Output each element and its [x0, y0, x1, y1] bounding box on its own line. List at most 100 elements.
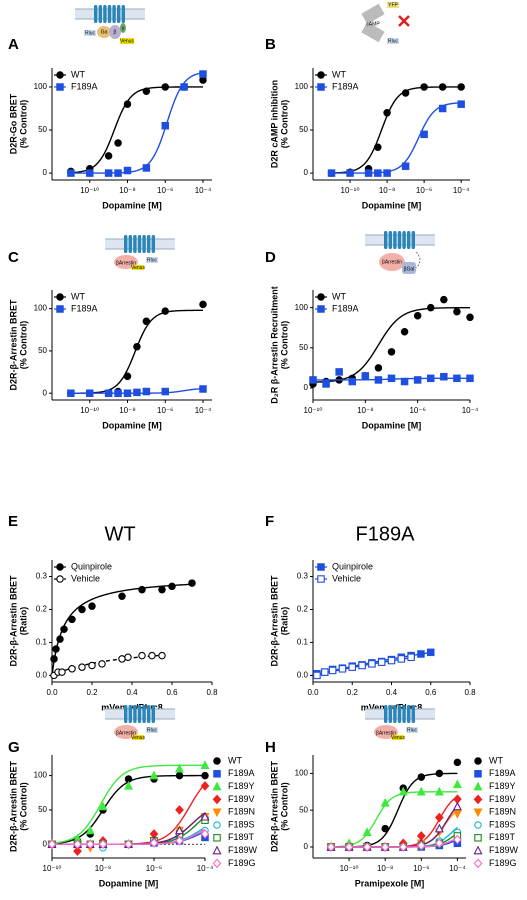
legend-entry: F189S [474, 819, 516, 829]
marker [453, 307, 461, 316]
x-tick-label: 10⁻⁶ [409, 406, 425, 415]
rluc [146, 727, 158, 733]
x-tick-label: 10⁻⁴ [197, 864, 214, 873]
helix [151, 235, 155, 253]
helix [402, 231, 406, 249]
marker [123, 372, 132, 381]
x-tick-label: 0.0 [46, 688, 58, 697]
marker [401, 162, 410, 170]
legend-marker [212, 808, 222, 818]
marker [398, 842, 408, 852]
icon-label: βArrestin [116, 260, 136, 266]
legend-entry: F189A [54, 303, 98, 313]
marker [374, 169, 382, 177]
x-tick-label: 0.2 [347, 688, 359, 697]
legend-marker [56, 293, 64, 301]
marker [142, 387, 151, 396]
x-tick-label: 10⁻⁶ [413, 864, 429, 873]
panel-label: C [8, 249, 19, 266]
arrow [415, 251, 421, 269]
legend-entry: F189G [473, 858, 517, 869]
legend-entry: Vehicle [315, 573, 361, 583]
legend-marker [212, 858, 222, 869]
y-tick-label: 100 [34, 82, 48, 91]
y-tick-label: 0.1 [297, 638, 309, 647]
venus [132, 265, 144, 270]
marker [383, 109, 391, 117]
legend-entry: Quinpirole [315, 561, 373, 571]
sensor-part [361, 3, 385, 25]
marker [114, 389, 122, 397]
marker [123, 166, 132, 175]
icon-label: cAMP [366, 21, 380, 27]
icon-label: Venus [131, 265, 145, 271]
y-tick-label: 0 [43, 168, 48, 177]
marker [88, 661, 96, 670]
x-tick-label: 10⁻¹⁰ [340, 864, 359, 873]
x-axis-label: Dopamine [M] [102, 420, 162, 430]
y-tick-label: 100 [295, 82, 309, 91]
helix [137, 235, 142, 253]
legend-label: F189A [332, 303, 359, 313]
legend-marker [213, 770, 221, 778]
marker [58, 668, 66, 676]
marker [452, 801, 462, 811]
marker [199, 70, 207, 78]
legend-entry: F189A [213, 768, 255, 778]
marker [387, 656, 396, 665]
legend-label: F189W [228, 845, 258, 855]
fit-curve [70, 86, 203, 174]
x-tick-label: 0.6 [166, 688, 178, 697]
y-tick-label: 0.1 [36, 638, 48, 647]
x-tick-label: 10⁻¹⁰ [80, 406, 99, 415]
legend-marker [317, 305, 325, 313]
marker [175, 771, 184, 780]
legend-marker [213, 757, 221, 765]
marker [200, 781, 210, 791]
marker [175, 805, 184, 815]
marker [326, 842, 336, 852]
marker [200, 829, 210, 839]
marker [142, 164, 151, 172]
x-tick-label: 10⁻¹⁰ [43, 864, 62, 873]
marker [68, 665, 76, 673]
marker [52, 645, 60, 653]
marker [78, 663, 86, 671]
marker [426, 303, 435, 312]
marker [381, 824, 389, 833]
icon-label: Venus [391, 735, 405, 741]
marker [85, 839, 95, 850]
y-axis-label: D₂R β-Arrestin Recruitment [269, 286, 279, 404]
helix [407, 705, 411, 723]
legend-entry: WT [213, 755, 242, 765]
marker [60, 625, 68, 633]
helix [402, 705, 406, 723]
marker [362, 827, 372, 837]
marker [175, 836, 184, 846]
helix [94, 5, 98, 23]
marker [383, 169, 391, 177]
marker [309, 376, 317, 384]
marker [313, 671, 321, 680]
legend-marker [56, 575, 64, 583]
legend-entry: WT [474, 755, 503, 765]
marker [380, 842, 390, 852]
marker [85, 169, 94, 177]
marker [361, 372, 370, 380]
marker [398, 786, 408, 796]
helix [397, 231, 402, 249]
y-tick-label: 100 [34, 771, 48, 780]
marker [457, 100, 465, 108]
panel-label: G [8, 739, 20, 756]
x-tick-label: 10⁻¹⁰ [341, 186, 360, 195]
y-axis-label: (% Control) [18, 782, 28, 831]
bgal [402, 262, 416, 274]
marker [118, 655, 126, 663]
marker [56, 635, 64, 643]
legend-marker [212, 794, 222, 805]
marker [440, 295, 448, 304]
marker [158, 651, 166, 660]
